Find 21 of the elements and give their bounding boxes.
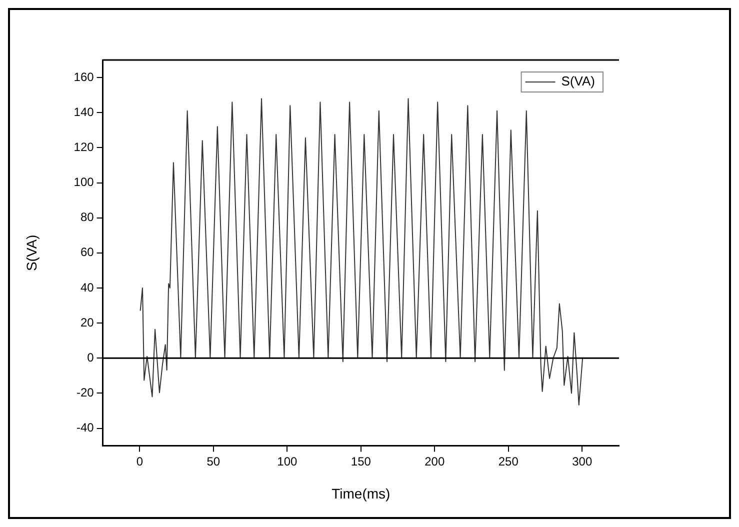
x-tick-label: 0 <box>136 454 144 468</box>
y-tick-label: 120 <box>74 140 94 154</box>
x-tick-label: 200 <box>424 454 445 468</box>
x-tick-label: 250 <box>498 454 519 468</box>
y-tick-label: -40 <box>76 420 94 435</box>
y-tick-label: 0 <box>87 350 94 364</box>
x-tick-label: 150 <box>350 454 372 468</box>
y-tick-label: 160 <box>74 70 94 84</box>
y-tick-label: 80 <box>80 210 94 224</box>
y-tick-label: 100 <box>74 175 94 190</box>
x-tick-label: 100 <box>277 454 298 468</box>
x-axis-title: Time(ms) <box>332 485 390 502</box>
legend-label: S(VA) <box>561 74 596 89</box>
y-tick-label: 20 <box>80 315 94 330</box>
x-tick-label: 50 <box>206 454 220 468</box>
y-tick-label: 60 <box>80 245 94 260</box>
y-tick-label: -20 <box>76 386 94 400</box>
x-tick-label: 300 <box>572 454 592 468</box>
y-tick-label: 40 <box>80 280 94 294</box>
y-axis-title: S(VA) <box>23 234 40 272</box>
y-tick-label: 140 <box>74 104 94 119</box>
